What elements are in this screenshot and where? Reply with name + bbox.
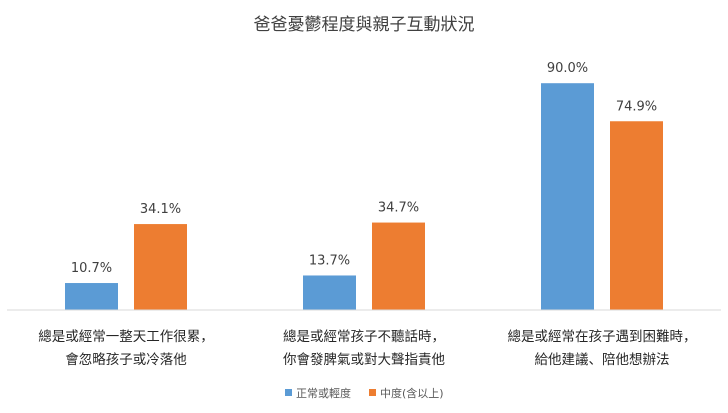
- category-label-1-line-2: 會忽略孩子或冷落他: [65, 352, 187, 368]
- data-label-moderate-2: 34.7%: [378, 201, 419, 216]
- bar-normal-3: [541, 83, 594, 310]
- category-label-3-line-2: 給他建議、陪他想辦法: [535, 351, 670, 368]
- bar-normal-1: [65, 283, 118, 310]
- bar-moderate-2: [372, 222, 425, 310]
- data-label-moderate-1: 34.1%: [140, 202, 181, 217]
- category-label-2-line-1: 總是或經常孩子不聽話時，: [283, 328, 445, 345]
- data-label-normal-1: 10.7%: [71, 261, 112, 276]
- bars-layer: 10.7% 34.1% 13.7% 34.7% 90.0% 74.9%: [65, 61, 663, 310]
- legend: 正常或輕度 中度(含以上): [285, 386, 444, 400]
- data-label-normal-2: 13.7%: [309, 253, 350, 268]
- data-label-moderate-3: 74.9%: [616, 99, 657, 114]
- category-labels: 總是或經常一整天工作很累， 會忽略孩子或冷落他 總是或經常孩子不聽話時， 你會發脾氣或…: [38, 328, 696, 368]
- legend-label-1: 正常或輕度: [296, 386, 351, 400]
- legend-swatch-1: [285, 389, 292, 396]
- bar-moderate-1: [134, 224, 187, 310]
- bar-normal-2: [303, 275, 356, 310]
- category-label-3-line-1: 總是或經常在孩子遇到困難時，: [508, 328, 697, 345]
- data-label-normal-3: 90.0%: [547, 61, 588, 76]
- legend-swatch-2: [369, 389, 376, 396]
- category-label-1-line-1: 總是或經常一整天工作很累，: [38, 328, 214, 345]
- chart-title: 爸爸憂鬱程度與親子互動狀況: [254, 15, 475, 35]
- category-label-2-line-2: 你會發脾氣或對大聲指責他: [283, 351, 445, 368]
- legend-label-2: 中度(含以上): [380, 386, 444, 400]
- bar-moderate-3: [610, 121, 663, 310]
